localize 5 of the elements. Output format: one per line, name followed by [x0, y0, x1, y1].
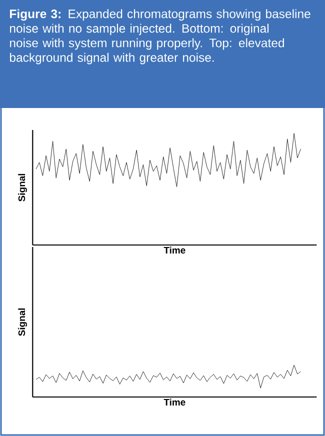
x-axis-title: Time: [164, 246, 186, 254]
chart-title: Figure 3: Expanded chromatograms showing baseline noise with no sample injected. Bottom: original noise with system running properly. Top: elevated background signal with greater noise.: [10, 9, 310, 64]
y-axis-title: Signal: [18, 308, 27, 336]
x-axis-title: Time: [164, 398, 186, 406]
y-axis-title: Signal: [18, 174, 27, 202]
